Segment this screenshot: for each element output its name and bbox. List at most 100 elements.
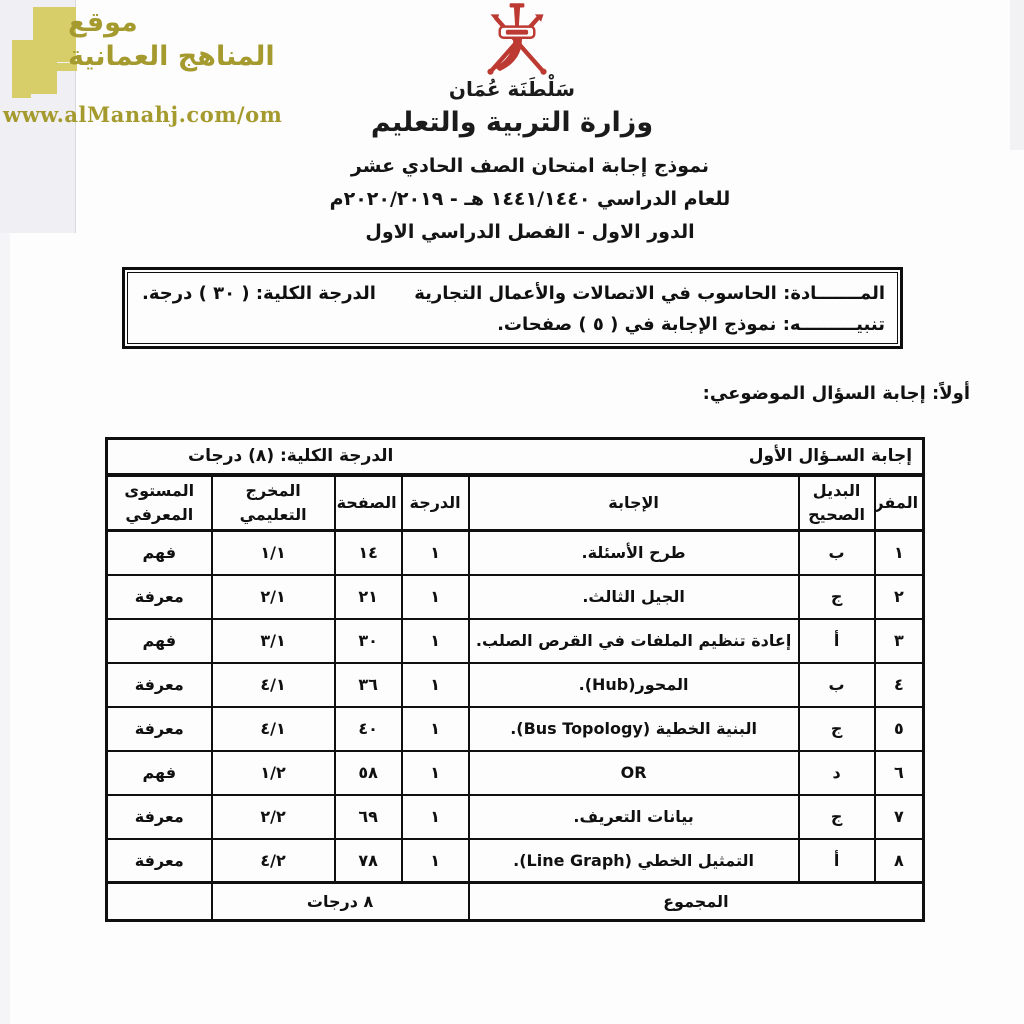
learning-outcome-cell: ١/٢ bbox=[210, 749, 336, 796]
table-row: ١ ب طرح الأسئلة. ١ ١٤ ١/١ فهم bbox=[105, 529, 925, 576]
cognitive-level-cell: فهم bbox=[105, 617, 213, 664]
logo-square-icon bbox=[12, 40, 57, 94]
item-number-cell: ١ bbox=[873, 529, 925, 576]
item-number-cell: ٨ bbox=[873, 837, 925, 884]
page-cell: ٣٠ bbox=[333, 617, 403, 664]
table-title-row: إجابة السـؤال الأول الدرجة الكلية: (٨) د… bbox=[105, 437, 925, 477]
answer-cell: طرح الأسئلة. bbox=[467, 529, 800, 576]
learning-outcome-cell: ٢/٢ bbox=[210, 793, 336, 840]
mark-cell: ١ bbox=[400, 793, 470, 840]
col-header-cognitive-level: المستوى المعرفي bbox=[105, 473, 213, 532]
correct-choice-cell: ب bbox=[797, 529, 876, 576]
cognitive-level-cell: فهم bbox=[105, 749, 213, 796]
page-cell: ٤٠ bbox=[333, 705, 403, 752]
scan-margin-left bbox=[0, 233, 10, 1024]
almanahj-url: www.alManahj.com/om bbox=[3, 102, 283, 127]
item-number-cell: ٤ bbox=[873, 661, 925, 708]
correct-choice-cell: د bbox=[797, 749, 876, 796]
logo-dash-icon bbox=[12, 94, 31, 98]
table-row: ٦ د OR ١ ٥٨ ١/٢ فهم bbox=[105, 749, 925, 796]
col-header-answer: الإجابة bbox=[467, 473, 800, 532]
learning-outcome-cell: ٢/١ bbox=[210, 573, 336, 620]
correct-choice-cell: أ bbox=[797, 617, 876, 664]
page-cell: ٥٨ bbox=[333, 749, 403, 796]
col-header-page: الصفحة bbox=[333, 473, 403, 532]
answer-cell: المحور(Hub). bbox=[467, 661, 800, 708]
page-cell: ٦٩ bbox=[333, 793, 403, 840]
exam-info-inner: المـــــــادة: الحاسوب في الاتصالات والأ… bbox=[127, 272, 898, 344]
mark-cell: ١ bbox=[400, 749, 470, 796]
scan-margin-topright bbox=[1010, 0, 1024, 150]
page-cell: ٧٨ bbox=[333, 837, 403, 884]
cognitive-level-cell: معرفة bbox=[105, 705, 213, 752]
col-header-mark: الدرجة bbox=[400, 473, 470, 532]
oman-emblem-icon bbox=[467, 2, 567, 76]
mark-cell: ١ bbox=[400, 837, 470, 884]
correct-choice-cell: ب bbox=[797, 661, 876, 708]
table-row: ٢ ج الجيل الثالث. ١ ٢١ ٢/١ معرفة bbox=[105, 573, 925, 620]
answer-cell: التمثيل الخطي (Line Graph). bbox=[467, 837, 800, 884]
col-header-item: المفردة bbox=[873, 473, 925, 532]
item-number-cell: ٢ bbox=[873, 573, 925, 620]
note-line: تنبيـــــــــه: نموذج الإجابة في ( ٥ ) ص… bbox=[497, 314, 885, 335]
empty-footer-cell bbox=[105, 881, 213, 922]
learning-outcome-cell: ١/١ bbox=[210, 529, 336, 576]
correct-choice-cell: ج bbox=[797, 573, 876, 620]
learning-outcome-cell: ٤/١ bbox=[210, 705, 336, 752]
correct-choice-cell: ج bbox=[797, 705, 876, 752]
title-line1: نموذج إجابة امتحان الصف الحادي عشر bbox=[350, 155, 710, 177]
table-row: ٧ ج بيانات التعريف. ١ ٦٩ ٢/٢ معرفة bbox=[105, 793, 925, 840]
total-value-cell: ٨ درجات bbox=[210, 881, 470, 922]
title-line2: للعام الدراسي ١٤٤١/١٤٤٠ هـ - ٢٠٢٠/٢٠١٩م bbox=[329, 188, 731, 210]
mark-cell: ١ bbox=[400, 661, 470, 708]
crest-text: سَلْطَنَة عُمَان وزارة التربية والتعليم bbox=[0, 76, 1024, 144]
correct-choice-cell: ج bbox=[797, 793, 876, 840]
table-title-left: الدرجة الكلية: (٨) درجات bbox=[188, 446, 394, 467]
learning-outcome-cell: ٤/٢ bbox=[210, 837, 336, 884]
cognitive-level-cell: معرفة bbox=[105, 573, 213, 620]
item-number-cell: ٦ bbox=[873, 749, 925, 796]
total-label-cell: المجموع bbox=[467, 881, 925, 922]
mark-cell: ١ bbox=[400, 617, 470, 664]
learning-outcome-cell: ٤/١ bbox=[210, 661, 336, 708]
sultanate-name: سَلْطَنَة عُمَان bbox=[448, 77, 576, 101]
page-cell: ١٤ bbox=[333, 529, 403, 576]
subject-line: المـــــــادة: الحاسوب في الاتصالات والأ… bbox=[414, 283, 885, 304]
learning-outcome-cell: ٣/١ bbox=[210, 617, 336, 664]
col-header-learning-outcome: المخرج التعليمي bbox=[210, 473, 336, 532]
site-name-line2: المناهج العمانية bbox=[68, 41, 275, 72]
col-header-correct-choice: البديل الصحيح bbox=[797, 473, 876, 532]
item-number-cell: ٥ bbox=[873, 705, 925, 752]
table-row: ٤ ب المحور(Hub). ١ ٣٦ ٤/١ معرفة bbox=[105, 661, 925, 708]
title-line3: الدور الاول - الفصل الدراسي الاول bbox=[365, 221, 695, 243]
total-marks-line: الدرجة الكلية: ( ٣٠ ) درجة. bbox=[142, 283, 376, 304]
table-row: ٨ أ التمثيل الخطي (Line Graph). ١ ٧٨ ٤/٢… bbox=[105, 837, 925, 884]
logo-dash-icon bbox=[57, 63, 77, 71]
mark-cell: ١ bbox=[400, 573, 470, 620]
mark-cell: ١ bbox=[400, 529, 470, 576]
site-name-line1: موقع bbox=[68, 7, 138, 38]
cognitive-level-cell: معرفة bbox=[105, 793, 213, 840]
page-cell: ٣٦ bbox=[333, 661, 403, 708]
table-row: ٣ أ إعادة تنظيم الملفات في القرص الصلب. … bbox=[105, 617, 925, 664]
exam-info-box: المـــــــادة: الحاسوب في الاتصالات والأ… bbox=[122, 267, 903, 349]
answer-cell: البنية الخطية (Bus Topology). bbox=[467, 705, 800, 752]
item-number-cell: ٣ bbox=[873, 617, 925, 664]
ministry-name: وزارة التربية والتعليم bbox=[370, 107, 654, 138]
answer-cell: إعادة تنظيم الملفات في القرص الصلب. bbox=[467, 617, 800, 664]
answer-table: إجابة السـؤال الأول الدرجة الكلية: (٨) د… bbox=[105, 437, 926, 922]
mark-cell: ١ bbox=[400, 705, 470, 752]
table-footer-row: المجموع ٨ درجات bbox=[105, 881, 925, 922]
section-heading: أولاً: إجابة السؤال الموضوعي: bbox=[702, 383, 970, 404]
cognitive-level-cell: معرفة bbox=[105, 837, 213, 884]
answer-cell: الجيل الثالث. bbox=[467, 573, 800, 620]
table-row: ٥ ج البنية الخطية (Bus Topology). ١ ٤٠ ٤… bbox=[105, 705, 925, 752]
cognitive-level-cell: معرفة bbox=[105, 661, 213, 708]
correct-choice-cell: أ bbox=[797, 837, 876, 884]
item-number-cell: ٧ bbox=[873, 793, 925, 840]
answer-cell: OR bbox=[467, 749, 800, 796]
document-title: نموذج إجابة امتحان الصف الحادي عشر للعام… bbox=[0, 150, 1024, 249]
almanahj-site-name: موقع المناهج العمانية bbox=[68, 6, 298, 74]
cognitive-level-cell: فهم bbox=[105, 529, 213, 576]
